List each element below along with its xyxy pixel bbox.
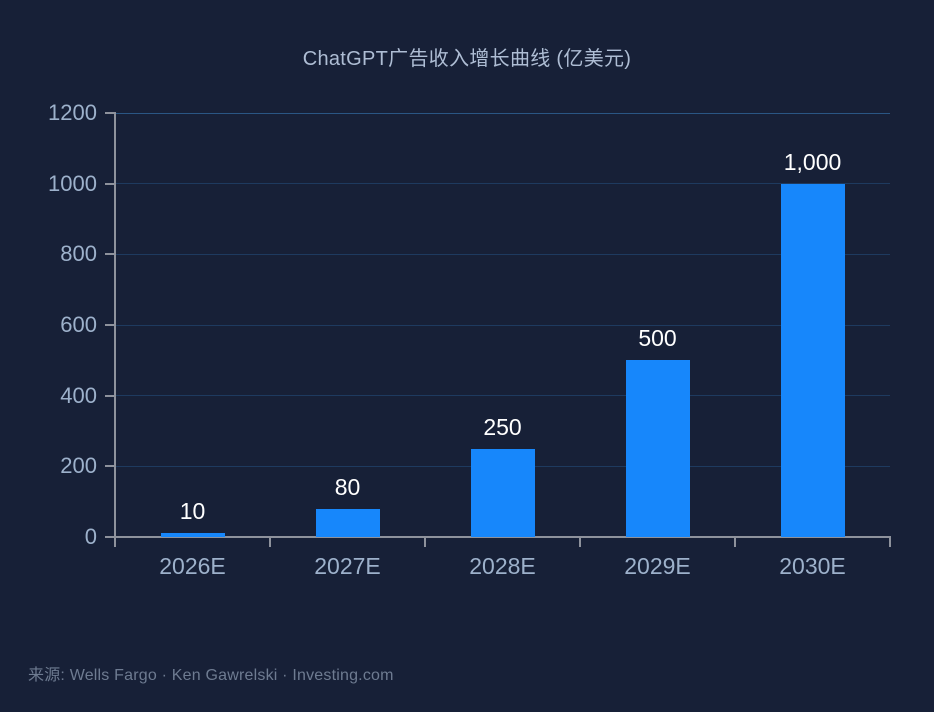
y-tick-label: 1200 bbox=[48, 100, 97, 125]
gridline bbox=[115, 395, 890, 397]
x-axis-tick bbox=[734, 538, 736, 547]
gridline bbox=[115, 253, 890, 255]
bar bbox=[470, 448, 535, 537]
x-tick-label: 2026E bbox=[159, 553, 226, 579]
gridline bbox=[115, 324, 890, 326]
y-axis-tick bbox=[105, 253, 115, 256]
y-tick-label: 400 bbox=[60, 382, 97, 408]
bar-value-label: 80 bbox=[334, 473, 361, 500]
bar bbox=[160, 533, 225, 537]
x-axis-tick bbox=[889, 538, 891, 547]
y-axis-tick bbox=[105, 394, 115, 397]
source-attribution: 来源: Wells Fargo · Ken Gawrelski · Invest… bbox=[28, 667, 394, 684]
y-tick-label: 0 bbox=[84, 524, 97, 549]
x-axis-tick bbox=[114, 538, 116, 547]
bar-value-label: 1,000 bbox=[783, 148, 842, 175]
bar bbox=[780, 183, 845, 537]
gridline bbox=[115, 112, 890, 114]
x-axis bbox=[114, 536, 891, 538]
bar bbox=[625, 360, 690, 537]
y-axis-tick bbox=[105, 112, 115, 114]
chart-title: ChatGPT广告收入增长曲线 (亿美元) bbox=[302, 48, 632, 70]
x-axis-tick bbox=[269, 538, 271, 547]
x-axis-tick bbox=[424, 538, 426, 547]
y-axis-tick bbox=[105, 324, 115, 326]
x-tick-label: 2028E bbox=[469, 553, 536, 579]
x-tick-label: 2029E bbox=[624, 553, 691, 579]
y-tick-label: 800 bbox=[60, 241, 97, 267]
y-axis bbox=[114, 112, 116, 538]
y-axis-tick bbox=[105, 465, 115, 468]
x-tick-label: 2027E bbox=[314, 553, 381, 579]
bar-value-label: 250 bbox=[483, 413, 522, 440]
bar-value-label: 10 bbox=[179, 498, 206, 525]
y-tick-label: 600 bbox=[60, 312, 97, 337]
bar bbox=[315, 508, 380, 537]
bar-value-label: 500 bbox=[638, 325, 677, 352]
y-axis-tick bbox=[105, 536, 115, 538]
gridline bbox=[115, 183, 890, 185]
x-tick-label: 2030E bbox=[779, 553, 846, 579]
y-tick-label: 1000 bbox=[48, 170, 97, 196]
x-axis-tick bbox=[579, 538, 581, 547]
y-axis-tick bbox=[105, 182, 115, 185]
y-tick-label: 200 bbox=[60, 453, 97, 479]
